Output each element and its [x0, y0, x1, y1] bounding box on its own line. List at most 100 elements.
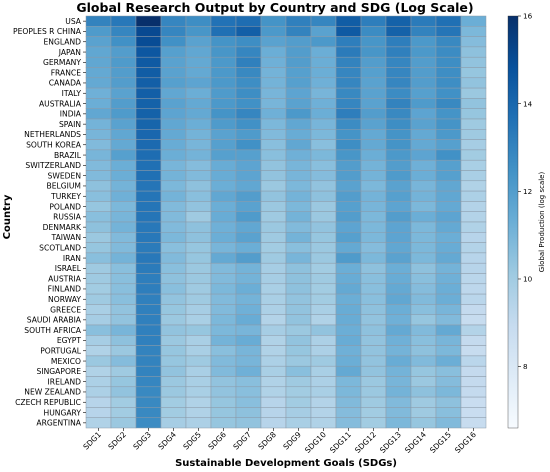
heatmap-cell	[210, 242, 237, 254]
heatmap-cell	[285, 345, 312, 357]
heatmap-cell	[110, 129, 137, 140]
heatmap-cell	[410, 262, 437, 274]
heatmap-cell	[260, 77, 287, 89]
heatmap-cell	[260, 26, 287, 37]
heatmap-cell	[410, 139, 437, 151]
y-tick-label: AUSTRIA	[48, 274, 82, 283]
heatmap-cell	[260, 139, 287, 151]
heatmap-cell	[160, 396, 187, 408]
heatmap-cell	[160, 221, 187, 233]
heatmap-cell	[110, 190, 137, 202]
y-tick-label: ISRAEL	[55, 264, 82, 273]
heatmap-cell	[335, 77, 362, 89]
y-tick-label: CANADA	[49, 79, 82, 88]
heatmap-cell	[435, 252, 462, 264]
heatmap-cell	[460, 139, 487, 151]
heatmap-cell	[285, 129, 312, 140]
heatmap-cell	[410, 77, 437, 89]
heatmap-cell	[110, 36, 137, 48]
heatmap-cell	[235, 283, 262, 295]
heatmap-cell	[235, 15, 262, 27]
x-tick-label: SDG7	[231, 430, 253, 452]
heatmap-cell	[185, 407, 212, 418]
heatmap-cell	[135, 170, 162, 182]
heatmap-cell	[385, 262, 412, 274]
heatmap-cell	[185, 46, 212, 58]
heatmap-cell	[360, 26, 387, 37]
heatmap-cell	[310, 262, 337, 274]
heatmap-cell	[260, 118, 287, 130]
heatmap-cell	[260, 376, 287, 388]
heatmap-cell	[435, 211, 462, 223]
heatmap-cell	[110, 77, 137, 89]
heatmap-cell	[460, 335, 487, 346]
heatmap-cell	[360, 304, 387, 315]
heatmap-cell	[210, 335, 237, 346]
heatmap-cell	[435, 56, 462, 68]
heatmap-cell	[335, 108, 362, 120]
heatmap-cell	[460, 46, 487, 58]
heatmap-cell	[285, 87, 312, 99]
heatmap-cell	[360, 376, 387, 388]
heatmap-cell	[285, 314, 312, 326]
heatmap-cell	[310, 293, 337, 305]
heatmap-cell	[260, 67, 287, 79]
y-tick-label: JAPAN	[58, 48, 81, 57]
heatmap-cell	[235, 129, 262, 140]
heatmap-cell	[435, 118, 462, 130]
x-tick-label: SDG11	[328, 430, 353, 455]
heatmap-cell	[310, 159, 337, 171]
heatmap-cell	[160, 386, 187, 398]
heatmap-cell	[235, 211, 262, 223]
heatmap-cell	[110, 221, 137, 233]
heatmap-cell	[160, 335, 187, 346]
heatmap-cell	[160, 304, 187, 315]
heatmap-cell	[210, 304, 237, 315]
heatmap-cell	[185, 345, 212, 357]
colorbar: 8 10 12 14 16 Global Production (log scale)	[507, 12, 546, 429]
heatmap-cell	[160, 46, 187, 58]
heatmap-cell	[235, 190, 262, 202]
heatmap-cell	[85, 15, 112, 27]
heatmap-cell	[260, 180, 287, 192]
heatmap-cell	[135, 407, 162, 418]
heatmap-cell	[85, 293, 112, 305]
heatmap-cell	[435, 242, 462, 254]
heatmap-cell	[260, 304, 287, 315]
heatmap-cell	[160, 180, 187, 192]
heatmap-cell	[285, 67, 312, 79]
heatmap-cell	[410, 314, 437, 326]
heatmap-cell	[185, 36, 212, 48]
heatmap-cell	[360, 211, 387, 223]
heatmap-cell	[385, 221, 412, 233]
heatmap-cell	[285, 118, 312, 130]
heatmap-cell	[260, 273, 287, 285]
heatmap-cell	[135, 46, 162, 58]
heatmap-cell	[260, 190, 287, 202]
heatmap-cell	[260, 98, 287, 109]
y-tick-label: TURKEY	[50, 192, 81, 201]
heatmap-cell	[110, 87, 137, 99]
heatmap-cell	[260, 314, 287, 326]
x-tick-label: SDG5	[181, 430, 203, 452]
y-tick-label: SPAIN	[59, 120, 81, 129]
heatmap-cell	[160, 242, 187, 254]
colorbar-tick-label: 10	[523, 275, 533, 284]
heatmap-cell	[85, 67, 112, 79]
y-axis-title: Country	[2, 194, 13, 239]
heatmap-cell	[185, 139, 212, 151]
heatmap-cell	[335, 221, 362, 233]
heatmap-cell	[335, 407, 362, 418]
heatmap-cell	[285, 262, 312, 274]
heatmap-cell	[235, 335, 262, 346]
y-tick-label: POLAND	[49, 202, 81, 211]
heatmap-cell	[360, 324, 387, 336]
heatmap-cell	[260, 293, 287, 305]
heatmap-cell	[360, 56, 387, 68]
heatmap-cell	[460, 190, 487, 202]
heatmap-cell	[460, 56, 487, 68]
heatmap-cell	[460, 221, 487, 233]
heatmap-cell	[210, 273, 237, 285]
heatmap-cell	[210, 190, 237, 202]
